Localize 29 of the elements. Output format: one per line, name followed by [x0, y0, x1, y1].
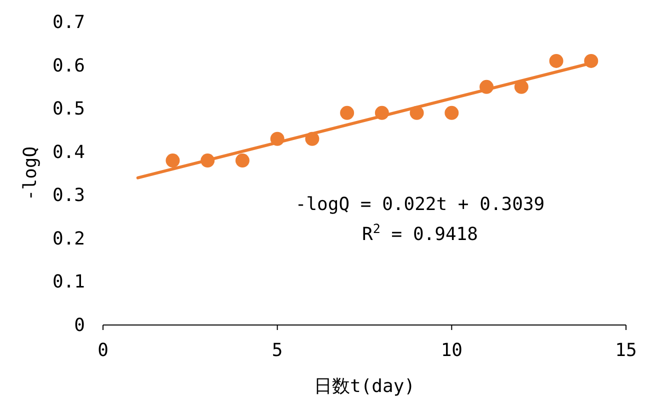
point: [549, 54, 564, 68]
point: [444, 106, 459, 120]
annotation: -logQ = 0.022t + 0.3039: [295, 194, 545, 215]
point: [305, 132, 320, 146]
point: [410, 106, 424, 120]
point: [514, 80, 528, 94]
x-axis-title: 日数t(day): [314, 376, 416, 397]
y-tick-label: 0.6: [52, 55, 85, 76]
annotation: R$^{2}$ = 0.9418: [362, 220, 478, 245]
point: [584, 54, 598, 68]
y-tick-label: 0.7: [52, 12, 85, 33]
y-tick-label: 0.2: [52, 228, 85, 250]
point: [480, 80, 494, 94]
point: [374, 106, 389, 120]
y-tick-label: 0: [74, 315, 85, 336]
y-tick-label: 0.4: [52, 142, 85, 163]
point: [166, 154, 180, 168]
point: [340, 106, 354, 120]
x-tick-label: 5: [272, 340, 283, 361]
point: [200, 154, 215, 168]
y-tick-label: 0.5: [52, 98, 85, 120]
x-tick-label: 15: [615, 340, 637, 361]
y-axis-title: -logQ: [20, 146, 41, 201]
x-tick-label: 10: [440, 340, 463, 361]
y-tick-label: 0.1: [52, 272, 85, 293]
y-tick-label: 0.3: [52, 185, 85, 206]
point: [270, 132, 284, 146]
x-tick-label: 0: [98, 340, 108, 361]
point: [235, 154, 250, 168]
